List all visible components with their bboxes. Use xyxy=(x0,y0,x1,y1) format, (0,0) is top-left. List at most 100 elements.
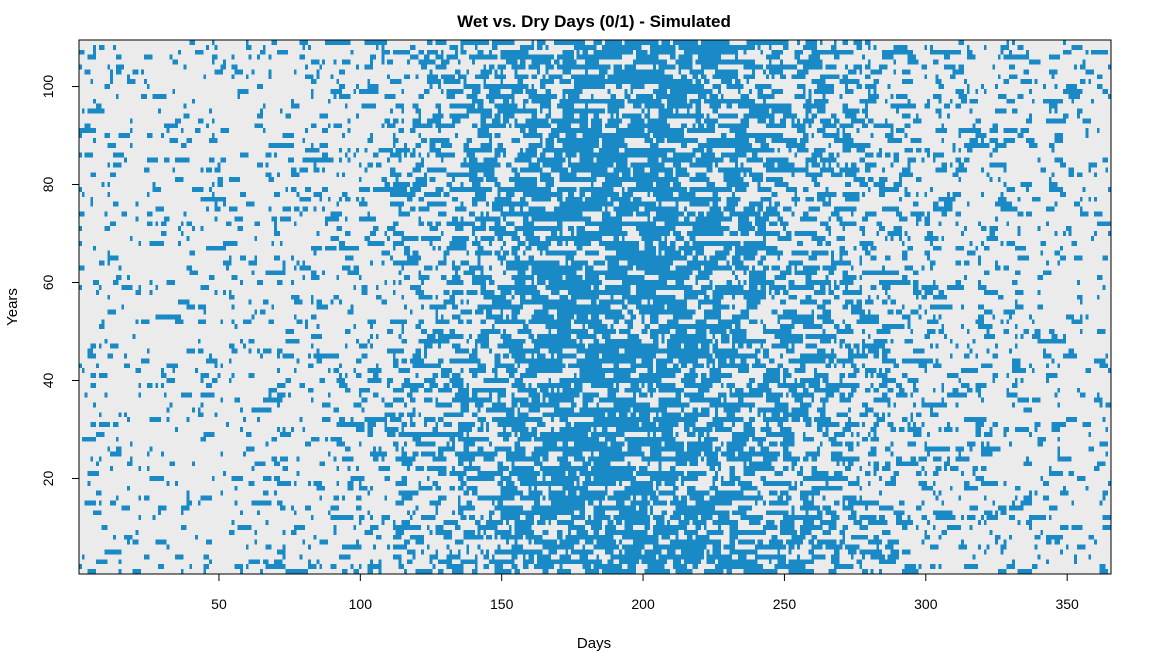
heatmap-row-year-84 xyxy=(107,162,1097,168)
heatmap-row-year-24 xyxy=(90,456,1072,462)
heatmap-row-year-28 xyxy=(81,436,1061,442)
heatmap-row-year-108 xyxy=(93,44,1083,50)
heatmap-row-year-15 xyxy=(84,500,1103,506)
heatmap-row-year-46 xyxy=(87,348,1075,354)
heatmap-row-year-38 xyxy=(268,387,1080,393)
heatmap-row-year-3 xyxy=(95,559,1078,565)
heatmap-row-year-68 xyxy=(79,240,1078,246)
heatmap-row-year-8 xyxy=(112,534,1095,540)
heatmap-row-year-92 xyxy=(84,123,998,129)
heatmap-row-year-88 xyxy=(107,142,1055,148)
heatmap-row-year-78 xyxy=(81,191,1066,197)
heatmap-row-year-37 xyxy=(84,392,1100,398)
heatmap-row-year-61 xyxy=(115,275,1103,281)
heatmap-row-year-67 xyxy=(93,245,1063,251)
heatmap-row-year-87 xyxy=(305,147,1055,153)
heatmap-row-year-22 xyxy=(110,466,1100,472)
heatmap-cells xyxy=(79,40,1112,574)
x-tick-label: 350 xyxy=(1055,596,1079,612)
heatmap-row-year-76 xyxy=(90,201,1080,207)
chart-title: Wet vs. Dry Days (0/1) - Simulated xyxy=(457,12,731,31)
heatmap-row-year-12 xyxy=(138,515,1111,521)
heatmap-row-year-99 xyxy=(172,88,1109,94)
heatmap-row-year-74 xyxy=(79,211,1103,217)
x-axis-label: Days xyxy=(577,635,611,652)
heatmap-row-year-70 xyxy=(160,231,1112,236)
heatmap-row-year-101 xyxy=(90,79,1092,85)
heatmap-row-year-82 xyxy=(90,172,1097,178)
heatmap-row-year-32 xyxy=(127,417,1106,423)
y-tick-label: 60 xyxy=(40,275,56,291)
heatmap-row-year-42 xyxy=(81,368,1112,374)
y-tick-label: 100 xyxy=(40,75,56,99)
heatmap-row-year-90 xyxy=(79,133,1089,138)
heatmap-row-year-16 xyxy=(115,495,1106,501)
y-tick-label: 40 xyxy=(40,372,56,388)
heatmap-row-year-41 xyxy=(90,373,1058,379)
heatmap-row-year-55 xyxy=(121,304,1044,310)
heatmap-row-year-65 xyxy=(107,255,1109,261)
heatmap-row-year-77 xyxy=(90,196,1097,202)
heatmap-row-year-39 xyxy=(90,382,1018,388)
heatmap-row-year-60 xyxy=(93,280,1080,285)
x-tick-label: 300 xyxy=(914,596,938,612)
heatmap-row-year-26 xyxy=(107,446,1095,452)
heatmap-row-year-20 xyxy=(149,476,1086,481)
heatmap-row-year-109 xyxy=(189,40,1066,45)
y-axis-label: Years xyxy=(4,288,21,326)
heatmap-row-year-81 xyxy=(175,177,1052,183)
heatmap-row-year-13 xyxy=(93,510,1007,516)
heatmap-row-year-102 xyxy=(110,74,1103,80)
heatmap-row-year-107 xyxy=(79,49,1109,55)
heatmap-row-year-51 xyxy=(98,324,1018,330)
heatmap-row-year-31 xyxy=(90,422,1092,428)
heatmap-row-year-94 xyxy=(183,113,1080,119)
heatmap-row-year-50 xyxy=(285,329,1106,334)
heatmap-row-year-33 xyxy=(98,412,939,418)
plot-border xyxy=(78,39,1112,575)
heatmap-row-year-104 xyxy=(79,64,1111,70)
heatmap-row-year-69 xyxy=(129,235,1095,241)
heatmap-row-year-19 xyxy=(87,480,1112,486)
heatmap-row-year-2 xyxy=(79,564,1106,570)
heatmap-row-year-40 xyxy=(166,378,1049,383)
heatmap-row-year-6 xyxy=(166,544,1086,550)
heatmap-row-year-18 xyxy=(127,485,1089,491)
heatmap-row-year-5 xyxy=(104,549,1063,555)
x-tick-label: 150 xyxy=(490,596,514,612)
heatmap-row-year-7 xyxy=(127,539,1097,545)
heatmap-row-year-80 xyxy=(101,182,1058,187)
heatmap-row-year-29 xyxy=(95,431,1092,437)
heatmap-row-year-34 xyxy=(166,407,1032,413)
y-axis: 20 40 60 80 100 xyxy=(40,75,79,486)
heatmap-row-year-63 xyxy=(79,265,1010,271)
x-axis: 50 100 150 200 250 300 350 xyxy=(211,574,1079,612)
heatmap-row-year-43 xyxy=(79,363,1109,369)
heatmap-row-year-93 xyxy=(129,118,1092,124)
heatmap-row-year-52 xyxy=(101,319,1083,325)
heatmap-row-year-4 xyxy=(81,554,1092,560)
heatmap-row-year-95 xyxy=(81,108,1083,114)
heatmap-row-year-106 xyxy=(87,54,1061,60)
heatmap-row-year-89 xyxy=(93,137,1063,143)
heatmap-row-year-47 xyxy=(90,343,1018,349)
heatmap-row-year-66 xyxy=(107,250,1061,256)
heatmap-row-year-1 xyxy=(87,569,1109,574)
heatmap-row-year-25 xyxy=(110,451,1109,457)
heatmap-row-year-58 xyxy=(95,289,1041,295)
heatmap-row-year-17 xyxy=(95,490,1109,496)
heatmap-row-year-36 xyxy=(220,397,1103,403)
heatmap-row-year-48 xyxy=(104,338,1066,344)
y-tick-label: 80 xyxy=(40,177,56,193)
heatmap-row-year-23 xyxy=(95,461,1106,467)
heatmap-row-year-56 xyxy=(177,299,1083,305)
heatmap-row-year-64 xyxy=(98,260,1061,266)
heatmap-row-year-54 xyxy=(107,309,1015,315)
heatmap-row-year-62 xyxy=(189,270,1052,276)
heatmap-row-year-27 xyxy=(129,441,1109,447)
heatmap-row-year-44 xyxy=(141,358,1106,364)
heatmap-row-year-11 xyxy=(231,520,1032,526)
heatmap-row-year-53 xyxy=(155,314,1089,320)
